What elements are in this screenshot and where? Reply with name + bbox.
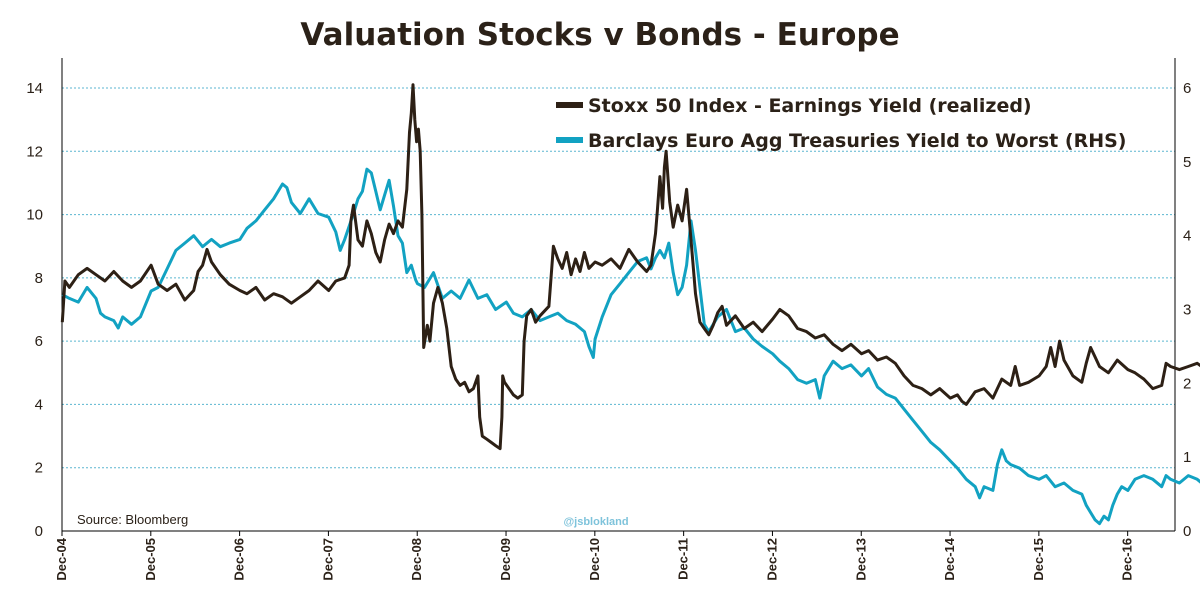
series-line-barclays (61, 167, 1200, 526)
y-right-tick-label: 5 (1183, 154, 1191, 171)
x-tick-label: Dec-09 (498, 538, 513, 581)
y-left-tick-label: 12 (26, 143, 43, 160)
series-layer (60, 83, 1200, 526)
x-axis: Dec-04 Dec-05 Dec-06 Dec-07 Dec-08 Dec-09 Dec-… (54, 530, 1175, 581)
x-tick-label: Dec-11 (676, 538, 691, 580)
y-left-tick-label: 10 (26, 207, 43, 224)
y-left-tick-label: 14 (26, 80, 43, 97)
x-tick-label: Dec-08 (409, 538, 424, 581)
x-tick-label: Dec-16 (1120, 538, 1135, 581)
right-axis: 0 1 2 3 4 5 6 (1174, 58, 1191, 540)
series-line-stoxx (60, 83, 1200, 451)
left-axis: 0 2 4 6 8 10 12 14 (26, 58, 63, 540)
y-left-tick-label: 4 (35, 396, 43, 413)
y-left-tick-label: 8 (35, 270, 43, 287)
x-tick-label: Dec-15 (1031, 538, 1046, 581)
gridlines (62, 87, 1175, 469)
y-left-tick-label: 6 (35, 333, 43, 350)
y-left-tick-label: 2 (35, 460, 43, 477)
legend-label-barclays: Barclays Euro Agg Treasuries Yield to Wo… (588, 130, 1126, 152)
y-right-tick-label: 1 (1183, 449, 1191, 466)
watermark: @jsblokland (563, 516, 628, 528)
y-left-tick-label: 0 (35, 523, 43, 540)
legend-label-stoxx: Stoxx 50 Index - Earnings Yield (realize… (588, 95, 1032, 117)
x-tick-label: Dec-10 (587, 538, 602, 581)
y-right-tick-label: 3 (1183, 302, 1191, 319)
source-label: Source: Bloomberg (77, 512, 188, 527)
y-right-tick-label: 0 (1183, 523, 1191, 540)
y-right-tick-label: 6 (1183, 80, 1191, 97)
y-right-tick-label: 4 (1183, 228, 1191, 245)
x-tick-label: Dec-05 (143, 538, 158, 581)
x-tick-label: Dec-04 (54, 537, 69, 580)
legend: Stoxx 50 Index - Earnings Yield (realize… (556, 95, 1126, 152)
x-tick-label: Dec-07 (320, 538, 335, 581)
chart-title: Valuation Stocks v Bonds - Europe (300, 17, 899, 53)
x-tick-label: Dec-14 (942, 537, 957, 580)
x-tick-label: Dec-13 (853, 538, 868, 581)
x-tick-label: Dec-06 (232, 538, 247, 581)
x-tick-label: Dec-12 (764, 538, 779, 581)
y-right-tick-label: 2 (1183, 375, 1191, 392)
